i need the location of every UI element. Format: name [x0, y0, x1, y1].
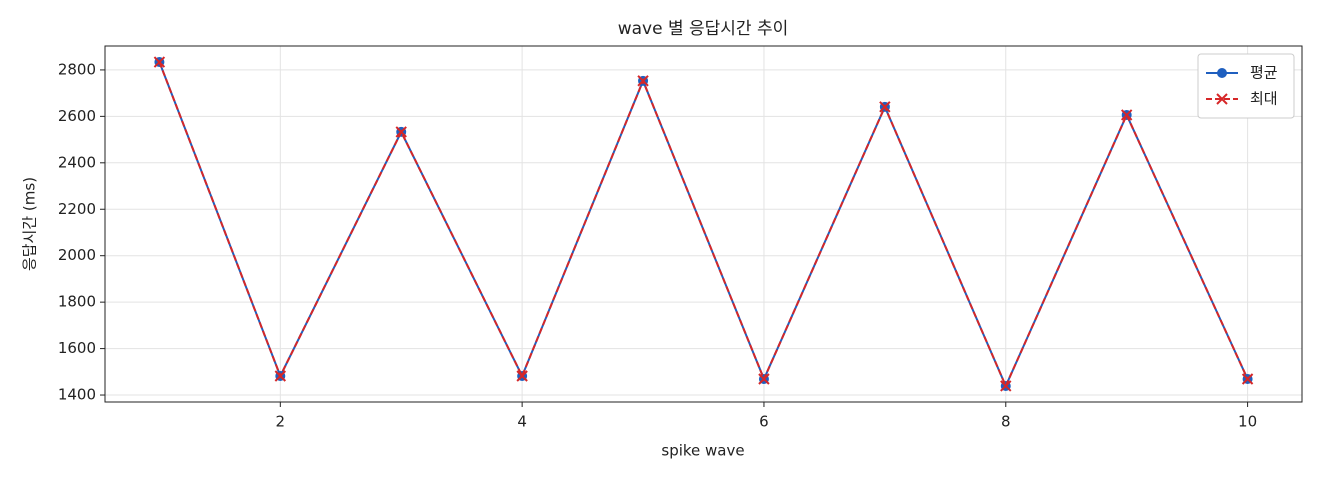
marker — [879, 101, 891, 113]
y-tick-label: 2600 — [58, 107, 96, 125]
marker-stroke — [1120, 109, 1133, 121]
marker — [1000, 380, 1012, 392]
marker-stroke — [1216, 93, 1228, 105]
marker-stroke — [637, 75, 649, 87]
marker-stroke — [395, 126, 407, 138]
chart-title: wave 별 응답시간 추이 — [618, 19, 789, 39]
marker-stroke — [758, 373, 770, 385]
plot-frame — [104, 45, 1303, 403]
marker-stroke — [153, 56, 166, 68]
legend-box — [1197, 53, 1295, 119]
marker-stroke — [879, 101, 891, 113]
y-tick-label: 2000 — [58, 246, 96, 264]
marker-stroke — [274, 370, 287, 382]
legend-label: 평균 — [1250, 64, 1278, 82]
x-tick-label: 8 — [1001, 413, 1011, 431]
marker — [395, 126, 407, 138]
y-tick-label: 2200 — [58, 200, 96, 218]
y-tick-label: 2800 — [58, 60, 96, 78]
marker — [1241, 373, 1254, 385]
x-tick-label: 6 — [759, 413, 769, 431]
marker — [758, 373, 770, 385]
marker — [1120, 109, 1133, 121]
x-tick-label: 4 — [517, 413, 527, 431]
y-axis-label: 응답시간 (ms) — [21, 177, 39, 271]
y-tick-label: 1600 — [58, 339, 96, 357]
marker — [637, 75, 649, 87]
marker — [1216, 93, 1228, 105]
x-axis-label: spike wave — [661, 442, 744, 460]
y-tick-label: 1400 — [58, 386, 96, 404]
marker — [516, 370, 528, 382]
marker — [274, 370, 287, 382]
legend-label: 최대 — [1250, 90, 1278, 108]
marker-stroke — [1241, 373, 1254, 385]
marker-stroke — [516, 370, 528, 382]
y-tick-label: 1800 — [58, 293, 96, 311]
x-tick-label: 10 — [1238, 413, 1257, 431]
x-tick-label: 2 — [276, 413, 286, 431]
marker-stroke — [1000, 380, 1012, 392]
y-tick-label: 2400 — [58, 153, 96, 171]
marker — [1217, 68, 1227, 78]
series-line — [158, 61, 1249, 389]
marker — [153, 56, 166, 68]
